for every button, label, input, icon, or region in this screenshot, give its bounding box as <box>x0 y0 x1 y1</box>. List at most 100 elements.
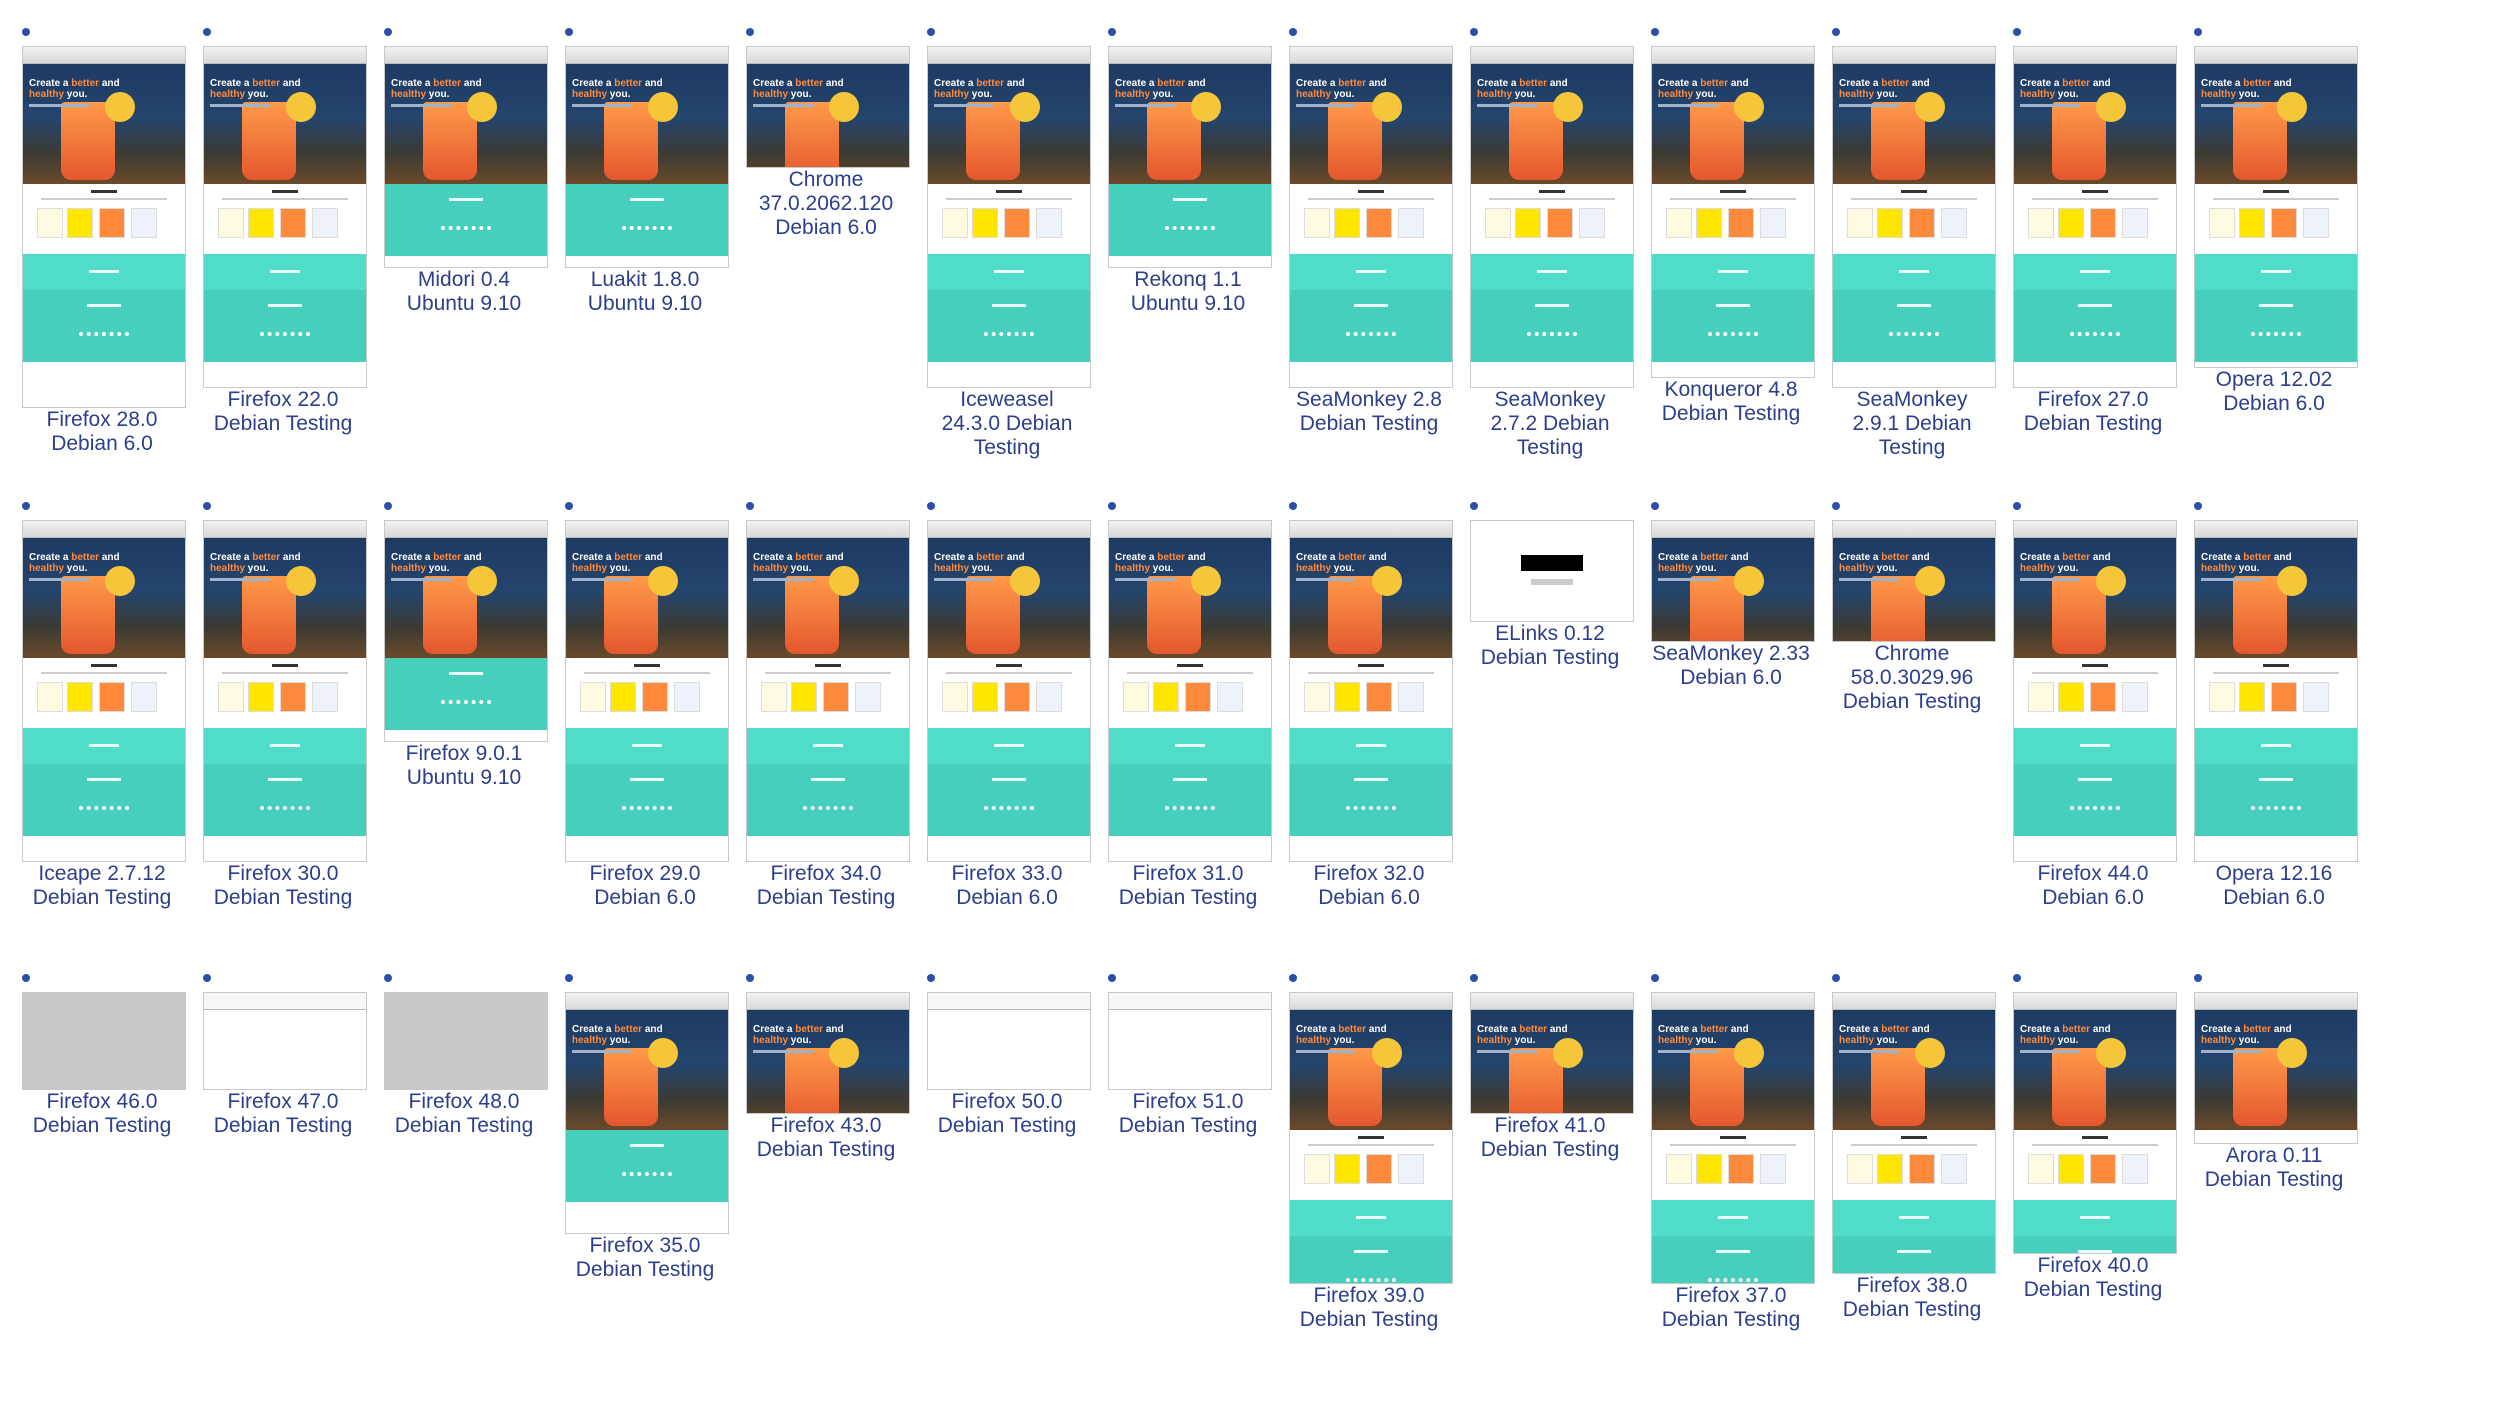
bullet-dot-icon <box>927 974 935 982</box>
page-thumbnail[interactable]: Create a better and healthy you. <box>927 520 1091 862</box>
hero-banner: Create a better and healthy you. <box>566 538 728 658</box>
page-thumbnail[interactable]: Create a better and healthy you. <box>1651 992 1815 1284</box>
hero-banner: Create a better and healthy you. <box>2014 538 2176 658</box>
browser-label: Konqueror 4.8 Debian Testing <box>1661 378 1801 425</box>
page-thumbnail[interactable]: Create a better and healthy you. <box>2013 46 2177 388</box>
bullet-dot-icon <box>1832 28 1840 36</box>
hero-banner: Create a better and healthy you. <box>2195 538 2357 658</box>
bullet-dot-icon <box>384 502 392 510</box>
bullet-dot-icon <box>746 974 754 982</box>
page-thumbnail[interactable] <box>1470 520 1634 622</box>
hero-banner: Create a better and healthy you. <box>1109 538 1271 658</box>
page-thumbnail[interactable]: Create a better and healthy you. <box>746 992 910 1114</box>
hero-banner: Create a better and healthy you. <box>566 1010 728 1130</box>
bullet-dot-icon <box>2013 28 2021 36</box>
browser-label: Firefox 32.0 Debian 6.0 <box>1313 862 1425 909</box>
page-thumbnail[interactable]: Create a better and healthy you. <box>2013 520 2177 862</box>
page-thumbnail[interactable]: Create a better and healthy you. <box>1470 992 1634 1114</box>
browser-label: Firefox 37.0 Debian Testing <box>1661 1284 1801 1331</box>
bullet-dot-icon <box>1108 502 1116 510</box>
page-thumbnail[interactable]: Create a better and healthy you. <box>2013 992 2177 1254</box>
hero-banner: Create a better and healthy you. <box>385 64 547 184</box>
page-thumbnail[interactable]: Create a better and healthy you. <box>22 520 186 862</box>
page-thumbnail[interactable] <box>22 992 186 1090</box>
page-thumbnail[interactable]: Create a better and healthy you. <box>927 46 1091 388</box>
bullet-dot-icon <box>565 974 573 982</box>
browser-label: SeaMonkey 2.9.1 Debian Testing <box>1852 388 1972 459</box>
bullet-dot-icon <box>1289 502 1297 510</box>
page-thumbnail[interactable]: Create a better and healthy you. <box>203 520 367 862</box>
bullet-dot-icon <box>1651 28 1659 36</box>
bullet-dot-icon <box>927 28 935 36</box>
hero-banner: Create a better and healthy you. <box>1290 538 1452 658</box>
hero-banner: Create a better and healthy you. <box>747 1010 909 1113</box>
page-thumbnail[interactable]: Create a better and healthy you. <box>2194 520 2358 862</box>
bullet-dot-icon <box>565 28 573 36</box>
page-thumbnail[interactable]: Create a better and healthy you. <box>384 520 548 742</box>
browser-label: Firefox 39.0 Debian Testing <box>1299 1284 1439 1331</box>
bullet-dot-icon <box>927 502 935 510</box>
browser-label: Firefox 41.0 Debian Testing <box>1480 1114 1620 1161</box>
page-thumbnail[interactable] <box>384 992 548 1090</box>
browser-label: Firefox 22.0 Debian Testing <box>213 388 353 435</box>
bullet-dot-icon <box>203 974 211 982</box>
page-thumbnail[interactable]: Create a better and healthy you. <box>1289 46 1453 388</box>
page-thumbnail[interactable] <box>203 992 367 1090</box>
bullet-dot-icon <box>2194 974 2202 982</box>
page-thumbnail[interactable]: Create a better and healthy you. <box>565 992 729 1234</box>
bullet-dot-icon <box>1470 974 1478 982</box>
bullet-dot-icon <box>1832 974 1840 982</box>
browser-label: SeaMonkey 2.7.2 Debian Testing <box>1490 388 1610 459</box>
page-thumbnail[interactable]: Create a better and healthy you. <box>1108 520 1272 862</box>
page-thumbnail[interactable]: Create a better and healthy you. <box>1108 46 1272 268</box>
page-thumbnail[interactable]: Create a better and healthy you. <box>2194 46 2358 368</box>
page-thumbnail[interactable]: Create a better and healthy you. <box>2194 992 2358 1144</box>
page-thumbnail[interactable]: Create a better and healthy you. <box>1832 46 1996 388</box>
hero-banner: Create a better and healthy you. <box>1833 64 1995 184</box>
browser-label: Firefox 40.0 Debian Testing <box>2023 1254 2163 1301</box>
hero-banner: Create a better and healthy you. <box>1652 538 1814 641</box>
page-thumbnail[interactable]: Create a better and healthy you. <box>746 520 910 862</box>
page-thumbnail[interactable]: Create a better and healthy you. <box>1470 46 1634 388</box>
browser-label: Firefox 48.0 Debian Testing <box>394 1090 534 1137</box>
page-thumbnail[interactable]: Create a better and healthy you. <box>1832 992 1996 1274</box>
page-thumbnail[interactable]: Create a better and healthy you. <box>1651 46 1815 378</box>
page-thumbnail[interactable] <box>927 992 1091 1090</box>
hero-banner: Create a better and healthy you. <box>928 64 1090 184</box>
page-thumbnail[interactable] <box>1108 992 1272 1090</box>
bullet-dot-icon <box>1289 28 1297 36</box>
page-thumbnail[interactable]: Create a better and healthy you. <box>746 46 910 168</box>
page-thumbnail[interactable]: Create a better and healthy you. <box>22 46 186 408</box>
page-thumbnail[interactable]: Create a better and healthy you. <box>1289 520 1453 862</box>
hero-banner: Create a better and healthy you. <box>1652 64 1814 184</box>
browser-label: Iceape 2.7.12 Debian Testing <box>32 862 172 909</box>
page-thumbnail[interactable]: Create a better and healthy you. <box>565 46 729 268</box>
bullet-dot-icon <box>22 28 30 36</box>
bullet-dot-icon <box>384 974 392 982</box>
page-thumbnail[interactable]: Create a better and healthy you. <box>1651 520 1815 642</box>
browser-label: Firefox 50.0 Debian Testing <box>937 1090 1077 1137</box>
bullet-dot-icon <box>2194 502 2202 510</box>
bullet-dot-icon <box>2013 974 2021 982</box>
browser-label: Firefox 47.0 Debian Testing <box>213 1090 353 1137</box>
bullet-dot-icon <box>1832 502 1840 510</box>
browser-label: Luakit 1.8.0 Ubuntu 9.10 <box>587 268 703 315</box>
page-thumbnail[interactable]: Create a better and healthy you. <box>384 46 548 268</box>
browser-label: Firefox 44.0 Debian 6.0 <box>2037 862 2149 909</box>
browser-label: Firefox 46.0 Debian Testing <box>32 1090 172 1137</box>
page-thumbnail[interactable]: Create a better and healthy you. <box>1832 520 1996 642</box>
bullet-dot-icon <box>746 502 754 510</box>
bullet-dot-icon <box>203 28 211 36</box>
hero-banner: Create a better and healthy you. <box>1290 64 1452 184</box>
bullet-dot-icon <box>1108 28 1116 36</box>
browser-label: Chrome 37.0.2062.120 Debian 6.0 <box>758 168 894 239</box>
browser-label: Firefox 33.0 Debian 6.0 <box>951 862 1063 909</box>
bullet-dot-icon <box>746 28 754 36</box>
bullet-dot-icon <box>1651 502 1659 510</box>
page-thumbnail[interactable]: Create a better and healthy you. <box>565 520 729 862</box>
page-thumbnail[interactable]: Create a better and healthy you. <box>1289 992 1453 1284</box>
browser-label: Arora 0.11 Debian Testing <box>2204 1144 2344 1191</box>
bullet-dot-icon <box>384 28 392 36</box>
page-thumbnail[interactable]: Create a better and healthy you. <box>203 46 367 388</box>
bullet-dot-icon <box>203 502 211 510</box>
